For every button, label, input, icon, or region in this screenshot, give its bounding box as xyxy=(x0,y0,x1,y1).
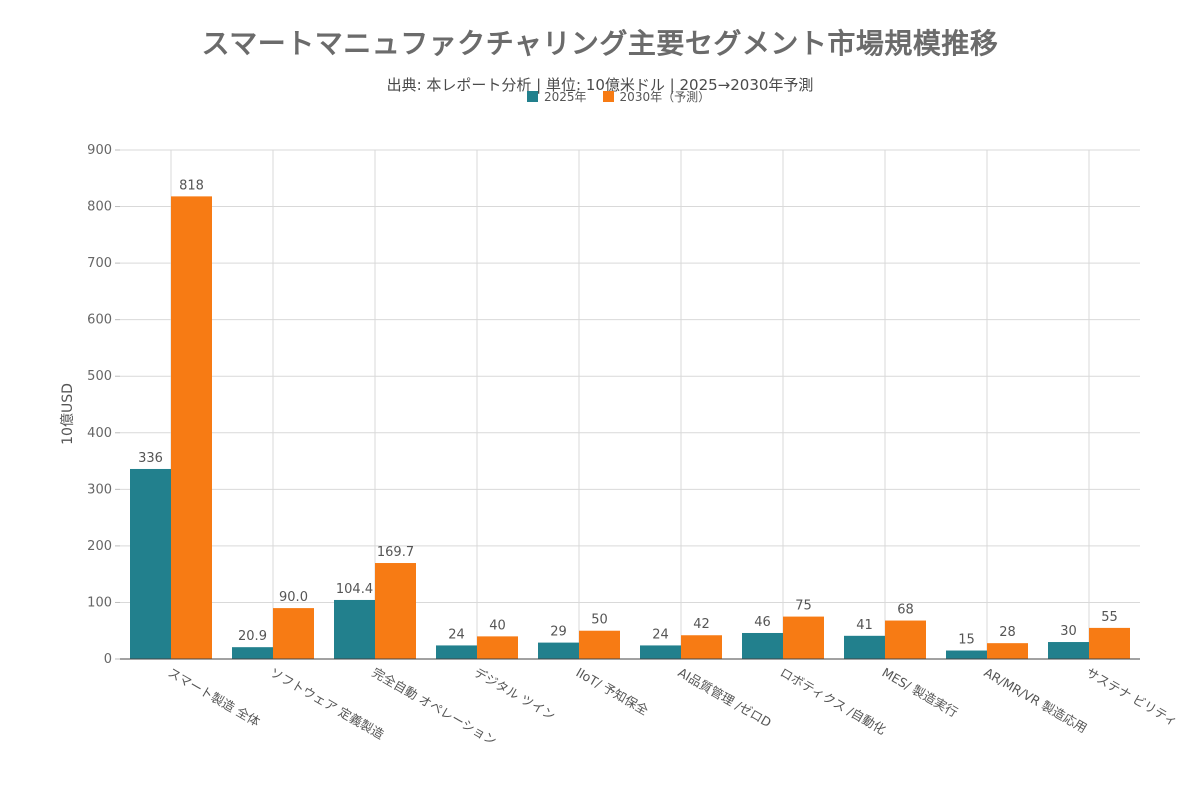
y-tick-label: 0 xyxy=(104,652,112,667)
x-tick-label: AI品質管理 /ゼロD xyxy=(676,665,774,731)
y-tick-label: 300 xyxy=(87,482,112,497)
chart-title: スマートマニュファクチャリング主要セグメント市場規模推移 xyxy=(201,27,999,60)
bar-2030 xyxy=(987,643,1028,659)
bar-value-label: 46 xyxy=(754,615,771,630)
legend-item-2030[interactable]: 2030年（予測） xyxy=(602,88,711,105)
bar-2030 xyxy=(171,196,212,659)
y-tick-label: 200 xyxy=(87,539,112,554)
y-tick-label: 400 xyxy=(87,426,112,441)
bar-2025 xyxy=(436,645,477,659)
x-tick-label: AR/MR/VR 製造応用 xyxy=(982,665,1090,736)
legend-item-2025[interactable]: 2025年 xyxy=(527,88,587,105)
bar-value-label: 24 xyxy=(448,627,465,642)
y-tick-label: 700 xyxy=(87,256,112,271)
bar-2025 xyxy=(538,642,579,659)
y-tick-label: 900 xyxy=(87,143,112,158)
bar-2030 xyxy=(579,630,620,659)
y-tick-label: 800 xyxy=(87,200,112,215)
legend-swatch-2025 xyxy=(527,91,538,102)
grid-layer xyxy=(120,149,1140,659)
legend-label-2025: 2025年 xyxy=(544,90,587,104)
bar-2030 xyxy=(783,616,824,659)
bar-2025 xyxy=(130,468,171,659)
bar-2030 xyxy=(375,563,416,659)
bar-2030 xyxy=(885,620,926,659)
legend: 2025年 2030年（予測） xyxy=(527,88,710,105)
bar-2025 xyxy=(742,632,783,659)
x-tick-label: ロボティクス /自動化 xyxy=(778,665,889,738)
bar-2025 xyxy=(946,650,987,659)
bars-layer xyxy=(130,196,1130,659)
bar-value-label: 41 xyxy=(856,618,873,633)
bar-2025 xyxy=(232,647,273,659)
bar-2025 xyxy=(1048,642,1089,659)
bar-2030 xyxy=(477,636,518,659)
bar-value-label: 75 xyxy=(795,599,812,614)
y-tick-label: 100 xyxy=(87,595,112,610)
legend-swatch-2030 xyxy=(602,91,614,102)
bar-value-label: 68 xyxy=(897,603,914,618)
x-tick-label: デジタル ツイン xyxy=(472,665,559,724)
bar-2025 xyxy=(640,645,681,659)
bar-2030 xyxy=(681,635,722,659)
bar-value-label: 20.9 xyxy=(238,629,267,644)
bar-value-label: 30 xyxy=(1060,624,1077,639)
bar-value-label: 169.7 xyxy=(377,545,414,560)
bar-value-label: 42 xyxy=(693,617,710,632)
bar-value-label: 28 xyxy=(999,625,1016,640)
bar-2025 xyxy=(844,635,885,659)
y-tick-label: 600 xyxy=(87,313,112,328)
bar-value-label: 104.4 xyxy=(336,582,373,597)
bar-value-label: 40 xyxy=(489,618,506,633)
bar-2025 xyxy=(334,599,375,659)
y-tick-label: 500 xyxy=(87,369,112,384)
x-tick-label: サステナ ビリティ xyxy=(1084,665,1181,729)
bar-value-label: 818 xyxy=(179,178,204,193)
x-tick-label: MES/ 製造実行 xyxy=(880,665,961,720)
bar-value-label: 24 xyxy=(652,627,669,642)
legend-label-2030: 2030年（予測） xyxy=(619,90,711,104)
bar-value-label: 336 xyxy=(138,451,163,466)
bar-value-label: 90.0 xyxy=(279,590,308,605)
x-tick-label: スマート製造 全体 xyxy=(166,665,264,730)
bar-2030 xyxy=(1089,627,1130,659)
x-tick-label: IIoT/ 予知保全 xyxy=(574,665,652,719)
labels-layer: 336 20.9 104.4 24 29 24 46 41 15 30 818 90.0 169.7 40… xyxy=(138,178,1118,647)
bar-value-label: 55 xyxy=(1101,610,1118,625)
bar-value-label: 50 xyxy=(591,613,608,628)
bar-2030 xyxy=(273,608,314,659)
chart-subtitle: 出典: 本レポート分析 | 単位: 10億米ドル | 2025→2030年予測 xyxy=(386,76,814,94)
bar-value-label: 29 xyxy=(550,625,567,640)
bar-value-label: 15 xyxy=(958,633,975,648)
